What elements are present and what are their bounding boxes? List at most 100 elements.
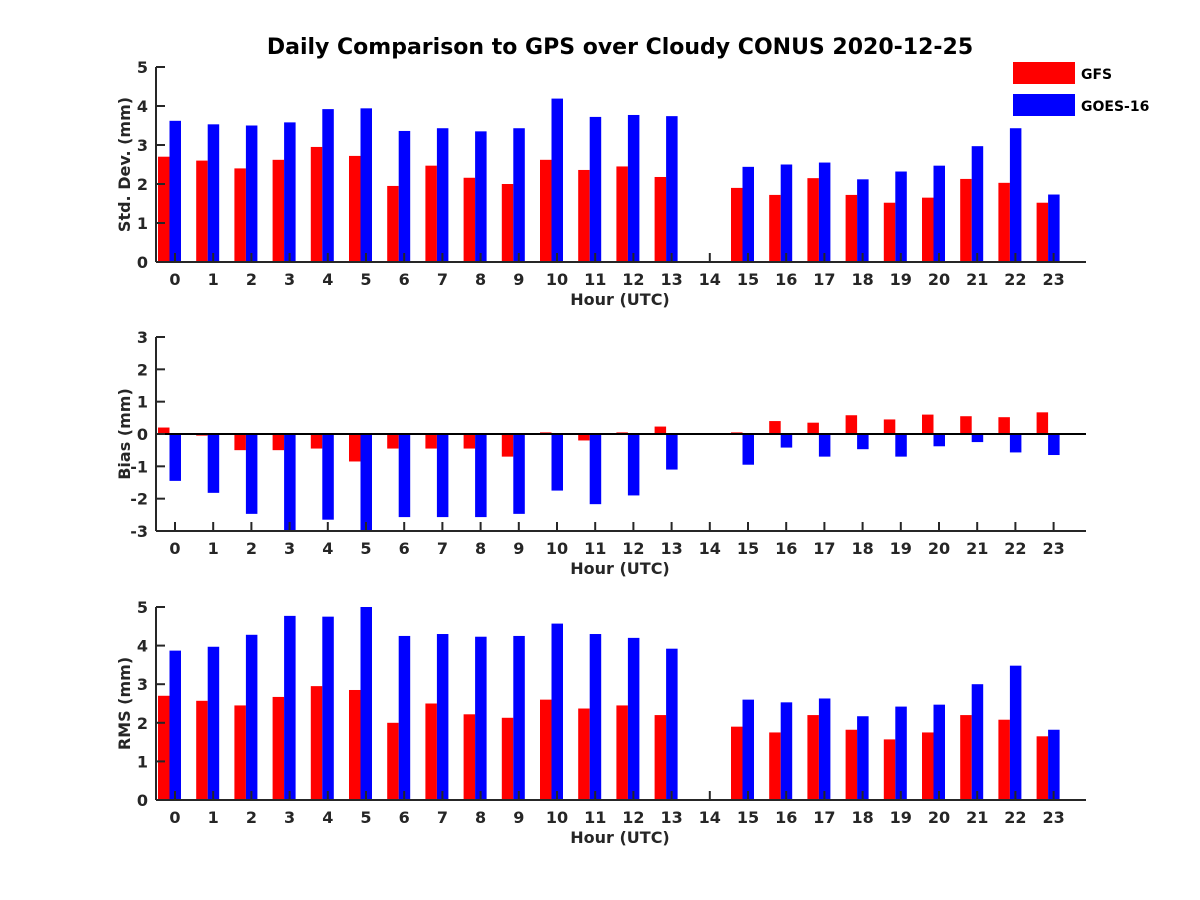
- bias-bar-gfs-hour-16: [769, 421, 781, 434]
- rms-bar-gfs-hour-15: [731, 726, 743, 800]
- rms-bar-gfs-hour-8: [463, 714, 476, 800]
- rms-bar-goes16-hour-7: [436, 634, 449, 800]
- bias-bar-gfs-hour-19: [883, 419, 896, 434]
- bias-x-tick-label: 20: [928, 539, 950, 558]
- rms-bar-goes16-hour-4: [322, 616, 334, 800]
- std-dev-bar-goes16-hour-10: [551, 98, 563, 262]
- rms-bar-gfs-hour-17: [807, 715, 819, 800]
- bias-x-tick-label: 9: [513, 539, 524, 558]
- std-dev-bar-goes16-hour-15: [742, 166, 754, 262]
- std-dev-bar-goes16-hour-11: [589, 116, 602, 262]
- std-dev-bar-goes16-hour-23: [1048, 194, 1060, 262]
- rms-x-tick-label: 7: [437, 808, 448, 827]
- bias-bar-goes16-hour-13: [666, 434, 678, 470]
- rms-bar-gfs-hour-0: [158, 695, 170, 800]
- std-dev-bar-gfs-hour-5: [349, 155, 361, 262]
- rms-y-tick-label: 0: [137, 791, 148, 810]
- std-dev-bar-gfs-hour-7: [425, 165, 437, 262]
- rms-bar-gfs-hour-12: [616, 705, 628, 800]
- rms-bar-goes16-hour-16: [780, 702, 793, 800]
- legend-label-goes16: GOES-16: [1081, 99, 1149, 115]
- rms-x-tick-label: 13: [660, 808, 682, 827]
- bias-bar-goes16-hour-6: [398, 434, 411, 518]
- bias-bar-goes16-hour-17: [818, 434, 831, 457]
- rms-bar-gfs-hour-18: [845, 729, 858, 800]
- legend-label-gfs: GFS: [1081, 67, 1112, 83]
- rms-bar-goes16-hour-0: [169, 650, 181, 800]
- bias-bar-goes16-hour-23: [1048, 434, 1060, 456]
- std-dev-bar-goes16-hour-1: [207, 124, 220, 262]
- std-dev-x-tick-label: 20: [928, 270, 950, 289]
- bias-bar-goes16-hour-18: [857, 434, 869, 450]
- rms-bar-gfs-hour-20: [922, 732, 934, 800]
- std-dev-x-tick-label: 19: [890, 270, 912, 289]
- std-dev-bar-gfs-hour-22: [998, 182, 1010, 262]
- rms-bar-gfs-hour-11: [578, 708, 590, 800]
- std-dev-bar-gfs-hour-23: [1036, 202, 1049, 262]
- rms-bar-goes16-hour-23: [1048, 729, 1060, 800]
- bias-y-tick-label: 0: [137, 425, 148, 444]
- std-dev-bar-gfs-hour-17: [807, 178, 819, 262]
- bias-x-tick-label: 14: [699, 539, 721, 558]
- std-dev-x-tick-label: 15: [737, 270, 759, 289]
- std-dev-bar-goes16-hour-4: [322, 109, 334, 263]
- bias-bar-goes16-hour-21: [971, 434, 984, 443]
- std-dev-bar-gfs-hour-12: [616, 166, 628, 262]
- rms-bar-goes16-hour-22: [1009, 665, 1022, 800]
- std-dev-bar-goes16-hour-5: [360, 108, 372, 262]
- rms-x-tick-label: 3: [284, 808, 295, 827]
- rms-bar-gfs-hour-4: [310, 686, 323, 800]
- std-dev-bar-goes16-hour-16: [780, 164, 793, 262]
- std-dev-y-tick-label: 3: [137, 136, 148, 155]
- bias-bar-gfs-hour-6: [387, 434, 399, 449]
- rms-bar-goes16-hour-21: [971, 684, 984, 800]
- std-dev-x-tick-label: 9: [513, 270, 524, 289]
- bias-x-tick-label: 5: [360, 539, 371, 558]
- rms-bar-gfs-hour-21: [960, 715, 972, 800]
- rms-y-tick-label: 5: [137, 598, 148, 617]
- bias-bar-gfs-hour-7: [425, 434, 437, 449]
- std-dev-bar-goes16-hour-17: [818, 162, 831, 262]
- std-dev-bar-goes16-hour-3: [284, 122, 296, 262]
- bias-x-tick-label: 7: [437, 539, 448, 558]
- rms-bar-goes16-hour-11: [589, 634, 602, 800]
- std-dev-x-tick-label: 11: [584, 270, 606, 289]
- rms-x-axis-label: Hour (UTC): [570, 828, 670, 847]
- rms-bar-gfs-hour-19: [883, 739, 896, 800]
- std-dev-x-tick-label: 3: [284, 270, 295, 289]
- bias-bar-goes16-hour-11: [589, 434, 602, 505]
- bias-bar-goes16-hour-2: [245, 434, 258, 514]
- bias-bar-gfs-hour-21: [960, 416, 972, 434]
- rms-bar-goes16-hour-3: [284, 615, 296, 800]
- std-dev-x-tick-label: 21: [966, 270, 988, 289]
- rms-x-tick-label: 18: [851, 808, 873, 827]
- bias-x-tick-label: 21: [966, 539, 988, 558]
- bias-x-tick-label: 16: [775, 539, 797, 558]
- bias-bar-goes16-hour-3: [284, 434, 296, 531]
- std-dev-bar-goes16-hour-13: [666, 116, 678, 262]
- bias-x-tick-label: 19: [890, 539, 912, 558]
- std-dev-bar-gfs-hour-4: [310, 146, 323, 262]
- bias-bar-goes16-hour-4: [322, 434, 334, 520]
- std-dev-x-tick-label: 6: [399, 270, 410, 289]
- bias-x-axis-label: Hour (UTC): [570, 559, 670, 578]
- rms-y-tick-label: 2: [137, 714, 148, 733]
- std-dev-x-tick-label: 14: [699, 270, 721, 289]
- rms-x-tick-label: 1: [208, 808, 219, 827]
- std-dev-bar-goes16-hour-6: [398, 130, 411, 262]
- std-dev-bar-gfs-hour-9: [501, 184, 514, 262]
- bias-bar-goes16-hour-16: [780, 434, 793, 448]
- rms-bar-gfs-hour-16: [769, 732, 781, 800]
- std-dev-bar-gfs-hour-3: [272, 159, 285, 262]
- rms-x-tick-label: 11: [584, 808, 606, 827]
- std-dev-bar-gfs-hour-8: [463, 177, 476, 262]
- bias-bar-goes16-hour-10: [551, 434, 563, 491]
- std-dev-bar-goes16-hour-9: [513, 128, 525, 262]
- rms-x-tick-label: 23: [1042, 808, 1064, 827]
- bias-bar-gfs-hour-3: [272, 434, 285, 451]
- std-dev-bar-gfs-hour-0: [158, 156, 170, 262]
- rms-bar-gfs-hour-5: [349, 689, 361, 800]
- rms-bar-goes16-hour-10: [551, 623, 563, 800]
